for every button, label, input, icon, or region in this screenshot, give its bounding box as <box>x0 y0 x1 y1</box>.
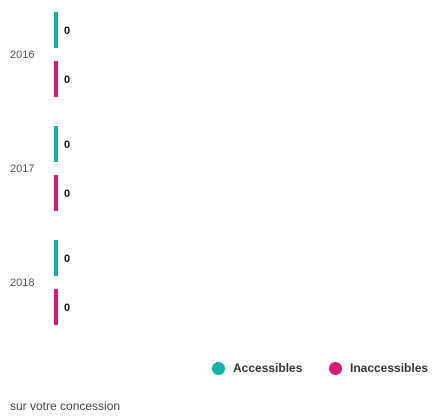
bar-chart: 2016 0 0 2017 0 0 2018 0 0 <box>10 12 70 325</box>
data-label-inaccessibles-2016: 0 <box>64 74 70 86</box>
legend-item-accessibles[interactable]: Accessibles <box>212 359 302 377</box>
legend-label-inaccessibles: Inaccessibles <box>350 361 429 375</box>
chart-footnote: sur votre concession <box>10 399 121 413</box>
bar-accessibles-2018[interactable] <box>54 240 58 276</box>
category-label-2018: 2018 <box>10 277 34 289</box>
legend-dot-accessibles <box>212 361 225 375</box>
category-label-2016: 2016 <box>10 49 34 61</box>
legend-dot-inaccessibles <box>329 361 342 375</box>
category-label-2017: 2017 <box>10 163 34 175</box>
legend-label-accessibles: Accessibles <box>233 361 303 375</box>
data-label-inaccessibles-2017: 0 <box>64 188 70 200</box>
data-label-inaccessibles-2018: 0 <box>64 302 70 314</box>
data-label-accessibles-2016: 0 <box>64 25 70 37</box>
bar-accessibles-2016[interactable] <box>54 12 58 48</box>
chart-legend: Accessibles Inaccessibles <box>0 359 435 377</box>
bar-accessibles-2017[interactable] <box>54 126 58 162</box>
bar-inaccessibles-2018[interactable] <box>54 289 58 325</box>
data-label-accessibles-2018: 0 <box>64 253 70 265</box>
data-label-accessibles-2017: 0 <box>64 139 70 151</box>
legend-item-inaccessibles[interactable]: Inaccessibles <box>329 359 428 377</box>
bar-inaccessibles-2017[interactable] <box>54 175 58 211</box>
bar-inaccessibles-2016[interactable] <box>54 61 58 97</box>
